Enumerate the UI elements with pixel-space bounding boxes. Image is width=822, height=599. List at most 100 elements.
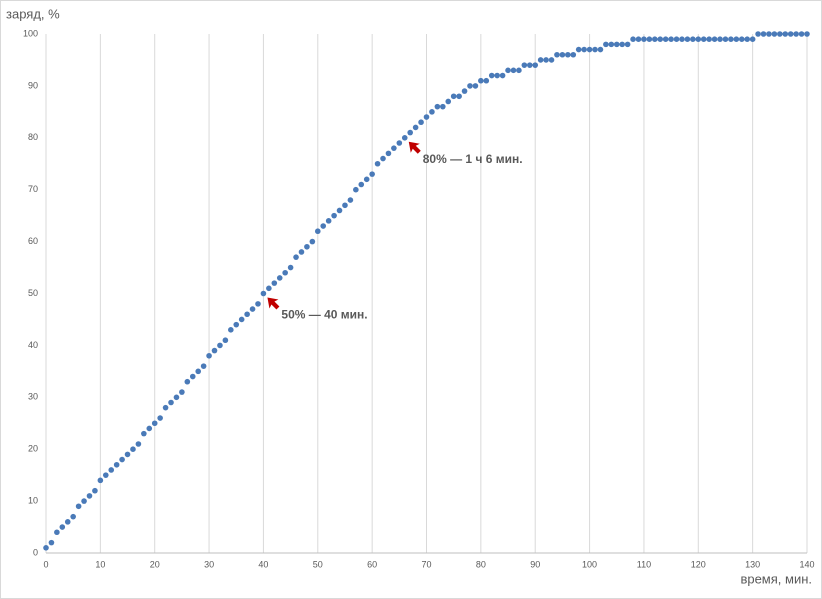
- point: [429, 109, 435, 115]
- point: [488, 72, 495, 79]
- point: [804, 31, 810, 37]
- point: [113, 461, 120, 468]
- point: [320, 223, 327, 229]
- point: [314, 228, 321, 235]
- point: [499, 72, 506, 79]
- point: [401, 135, 408, 141]
- point: [331, 212, 337, 219]
- x-tick-label: 120: [691, 559, 706, 569]
- point: [266, 285, 272, 292]
- point: [581, 46, 587, 53]
- point: [189, 373, 196, 380]
- point: [412, 124, 419, 131]
- point: [505, 67, 511, 74]
- point: [461, 88, 468, 94]
- point: [483, 77, 490, 84]
- point: [173, 394, 180, 401]
- point: [619, 41, 625, 48]
- point: [700, 36, 707, 42]
- x-tick-label: 30: [204, 559, 214, 569]
- point: [652, 36, 658, 42]
- x-tick-label: 100: [582, 559, 597, 569]
- point: [75, 503, 82, 510]
- y-axis-label: заряд, %: [6, 6, 60, 21]
- point: [206, 352, 212, 359]
- y-tick-label: 10: [28, 495, 38, 505]
- point: [787, 31, 794, 37]
- point: [54, 529, 60, 536]
- point: [92, 487, 98, 494]
- point: [81, 498, 87, 504]
- x-tick-label: 130: [745, 559, 760, 569]
- point: [59, 524, 66, 530]
- point: [673, 36, 680, 42]
- point: [423, 114, 430, 120]
- point: [363, 176, 370, 183]
- point: [418, 119, 424, 126]
- point: [608, 41, 615, 48]
- point: [668, 36, 674, 42]
- point: [195, 368, 201, 375]
- point: [255, 301, 261, 307]
- point: [43, 545, 49, 551]
- point: [565, 51, 571, 58]
- point: [48, 539, 55, 546]
- point: [304, 243, 310, 250]
- point: [162, 404, 169, 411]
- point: [630, 36, 636, 42]
- point: [244, 311, 250, 318]
- point: [211, 347, 218, 354]
- point: [684, 36, 691, 42]
- point: [342, 202, 348, 209]
- y-tick-label: 90: [28, 80, 38, 90]
- x-tick-label: 50: [313, 559, 323, 569]
- point: [749, 36, 756, 42]
- point: [369, 171, 375, 177]
- point: [706, 36, 712, 42]
- point: [472, 83, 479, 89]
- point: [249, 306, 256, 312]
- point: [733, 36, 740, 42]
- point: [287, 264, 294, 271]
- point: [586, 46, 593, 53]
- point: [695, 36, 702, 42]
- point: [570, 51, 577, 58]
- point: [657, 36, 664, 42]
- point: [391, 145, 397, 151]
- point: [119, 456, 125, 463]
- x-tick-label: 80: [476, 559, 486, 569]
- point: [478, 77, 484, 84]
- point: [217, 342, 223, 349]
- point: [309, 238, 316, 245]
- point: [293, 254, 299, 260]
- y-tick-label: 30: [28, 392, 38, 402]
- point: [559, 51, 566, 58]
- annotation-arrow: [267, 297, 280, 310]
- point: [679, 36, 685, 42]
- y-tick-label: 0: [33, 547, 38, 557]
- point: [450, 93, 457, 100]
- point: [200, 363, 207, 369]
- point: [271, 280, 278, 286]
- point: [526, 62, 533, 68]
- point: [70, 513, 76, 520]
- point: [358, 181, 365, 188]
- x-tick-label: 60: [367, 559, 377, 569]
- point: [168, 399, 174, 406]
- point: [276, 275, 283, 281]
- point: [793, 31, 799, 37]
- point: [798, 31, 805, 37]
- point: [233, 321, 240, 328]
- point: [662, 36, 669, 42]
- point: [374, 160, 381, 167]
- point: [744, 36, 751, 42]
- annotation: 50% — 40 мин.: [281, 308, 367, 322]
- point: [738, 36, 745, 42]
- point: [86, 493, 93, 499]
- point: [130, 446, 136, 453]
- y-tick-label: 50: [28, 288, 38, 298]
- point: [141, 430, 147, 437]
- point: [407, 129, 413, 136]
- y-tick-label: 80: [28, 132, 38, 142]
